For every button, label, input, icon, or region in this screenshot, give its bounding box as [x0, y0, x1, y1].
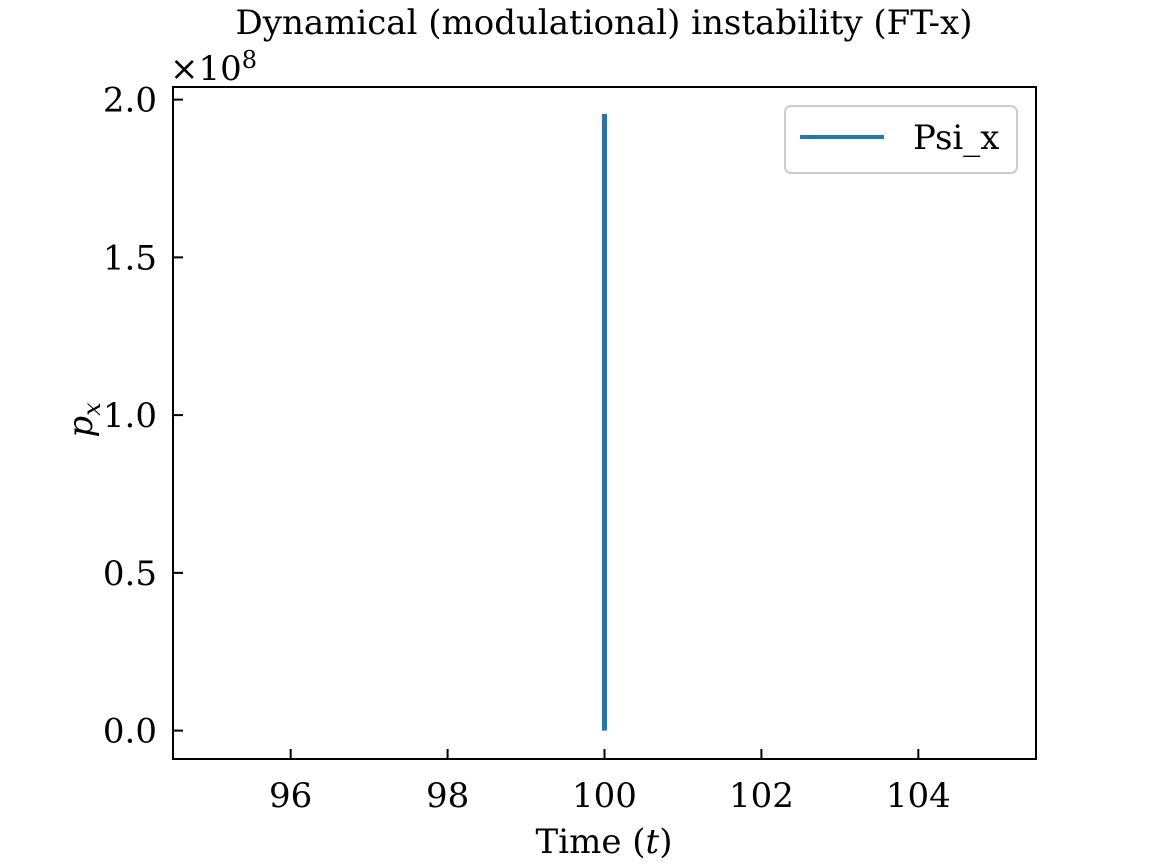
legend-box [784, 105, 1018, 174]
x-axis-label-suffix: ) [659, 822, 672, 862]
y-axis-label-subscript: x [78, 402, 106, 416]
y-axis-ticks: 0.0 0.5 1.0 1.5 2.0 [103, 81, 183, 752]
y-tick-label: 2.0 [103, 81, 157, 121]
x-axis-label-prefix: Time ( [536, 822, 646, 862]
y-offset-exponent: 8 [242, 46, 257, 74]
x-tick-label: 102 [729, 776, 794, 816]
chart-title: Dynamical (modulational) instability (FT… [236, 3, 973, 43]
y-offset-text: ×108 [170, 46, 257, 89]
x-tick-label: 98 [426, 776, 469, 816]
x-axis-ticks: 96 98 100 102 104 [269, 749, 951, 816]
x-axis-label-variable: t [646, 822, 660, 862]
legend-label-psi-x: Psi_x [913, 118, 999, 158]
y-offset-base: ×10 [170, 49, 242, 89]
y-tick-label: 0.5 [103, 554, 157, 594]
y-tick-label: 1.5 [103, 238, 157, 278]
y-tick-label: 1.0 [103, 396, 157, 436]
y-tick-label: 0.0 [103, 712, 157, 752]
legend: Psi_x [784, 105, 1018, 174]
x-tick-label: 104 [886, 776, 951, 816]
y-axis-label-base: p [61, 416, 101, 438]
y-axis-label: px [61, 402, 106, 438]
x-tick-label: 100 [572, 776, 637, 816]
x-axis-label: Time (t) [536, 822, 673, 862]
x-tick-label: 96 [269, 776, 312, 816]
